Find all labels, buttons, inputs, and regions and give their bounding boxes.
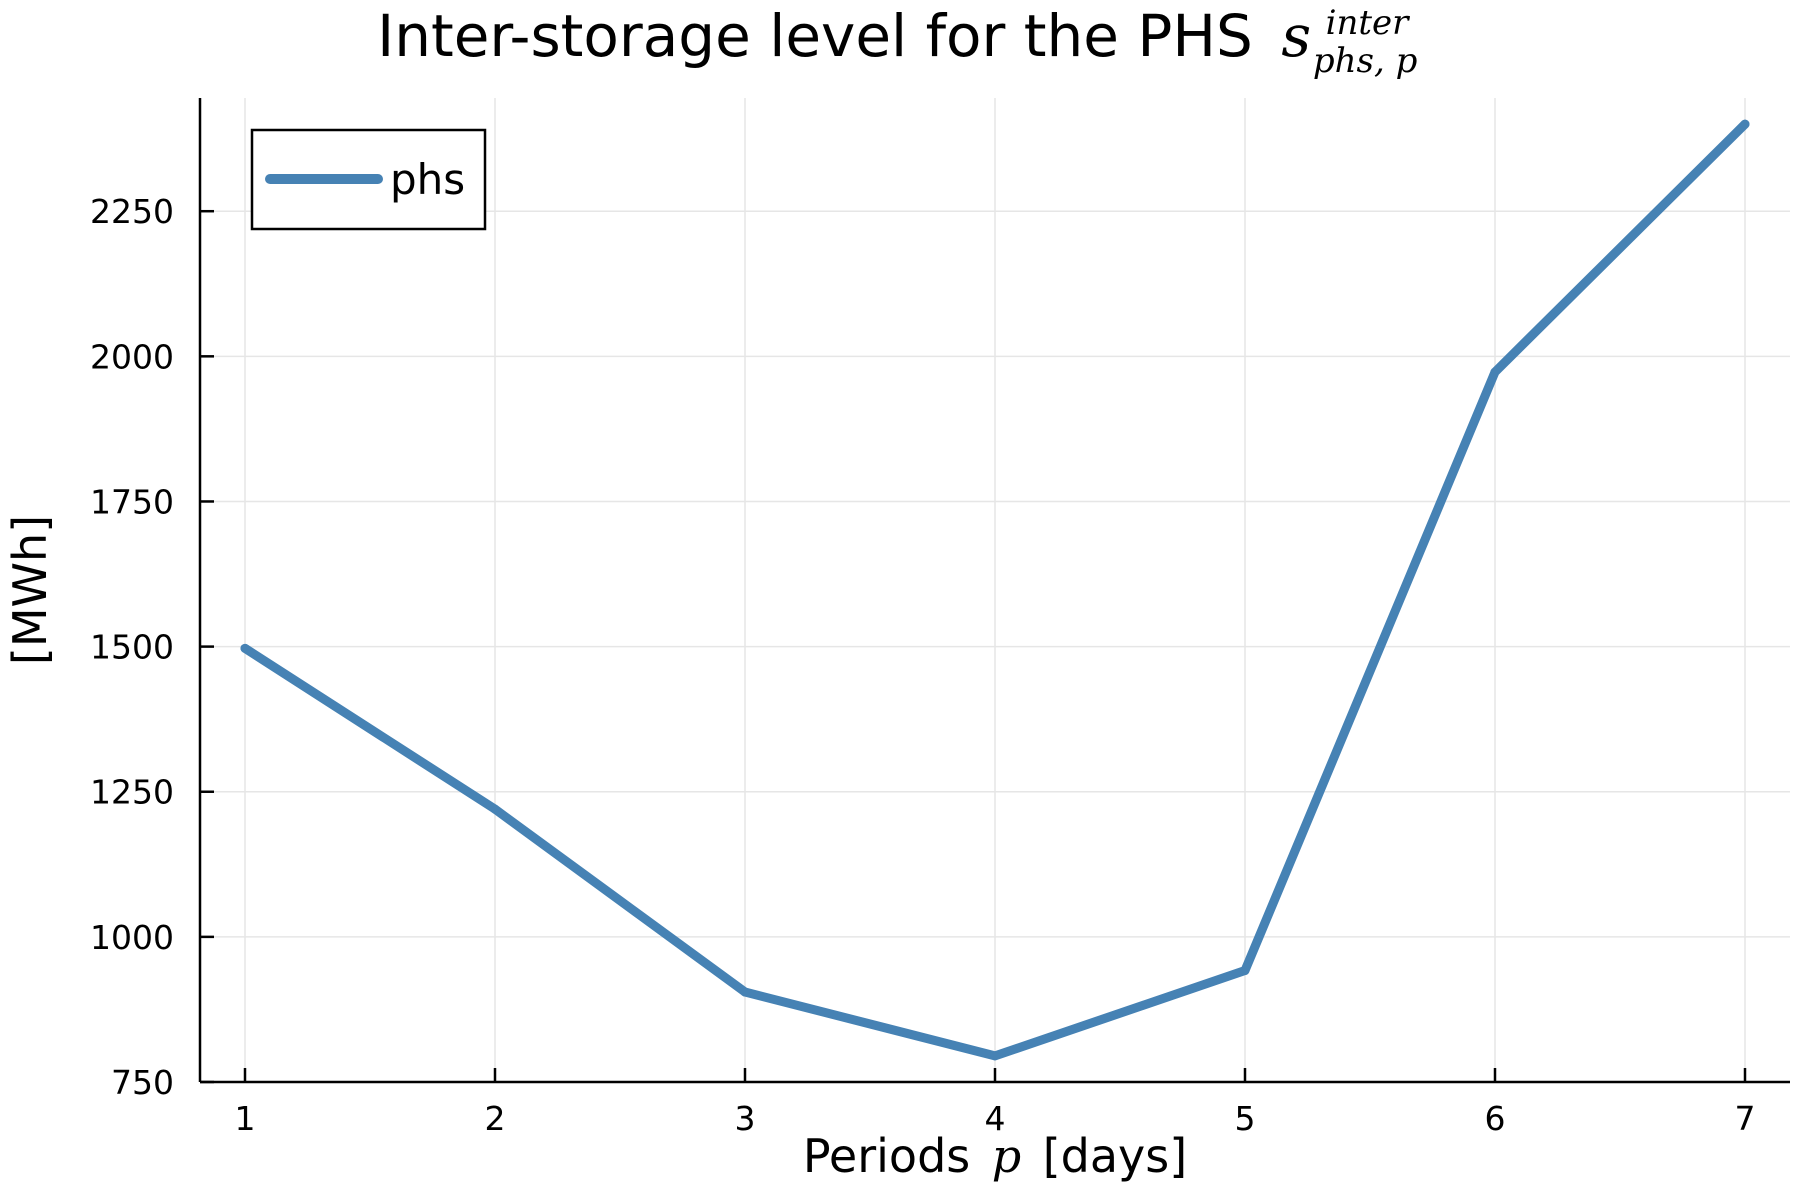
y-tick-label: 2250 [90, 192, 174, 231]
y-ticks: 750 1000 1250 1500 1750 2000 2250 [90, 192, 214, 1102]
y-axis-label: [MWh] [3, 515, 57, 665]
grid [200, 98, 1790, 1083]
y-tick-label: 750 [111, 1063, 174, 1102]
y-tick-label: 1750 [90, 482, 174, 521]
data-point [990, 1051, 1000, 1061]
data-point [740, 987, 750, 997]
chart-title-text: Inter-storage level for the PHS [377, 2, 1253, 70]
x-ticks: 1 2 3 4 5 6 7 [235, 1068, 1756, 1138]
y-tick-label: 1000 [90, 918, 174, 957]
chart-title-math-base: s [1281, 2, 1311, 70]
legend: phs [250, 128, 487, 231]
y-tick-label: 2000 [90, 337, 174, 376]
data-point [1740, 119, 1750, 129]
chart-title-math-sup: inter [1326, 3, 1411, 43]
legend-label-phs: phs [390, 155, 465, 204]
series-layer [240, 119, 1750, 1061]
x-tick-label: 3 [735, 1099, 756, 1138]
y-tick-label: 1500 [90, 628, 174, 667]
y-tick-label: 1250 [90, 773, 174, 812]
chart-title: Inter-storage level for the PHS s inter … [377, 0, 1423, 81]
x-tick-label: 2 [485, 1099, 506, 1138]
x-tick-label: 5 [1235, 1099, 1256, 1138]
data-point [1490, 367, 1500, 377]
x-tick-label: 1 [235, 1099, 256, 1138]
chart-title-math-sub: phs, p [1313, 41, 1418, 81]
x-axis-label-math: p [992, 1129, 1021, 1183]
x-tick-label: 7 [1735, 1099, 1756, 1138]
x-axis-label-suffix: [days] [1043, 1129, 1187, 1183]
x-tick-label: 4 [985, 1099, 1006, 1138]
data-point [490, 804, 500, 814]
x-axis-label-prefix: Periods [803, 1129, 970, 1183]
x-tick-label: 6 [1485, 1099, 1506, 1138]
x-axis-label: Periods p [days] [803, 1129, 1187, 1183]
data-point [1240, 966, 1250, 976]
data-point [240, 643, 250, 653]
